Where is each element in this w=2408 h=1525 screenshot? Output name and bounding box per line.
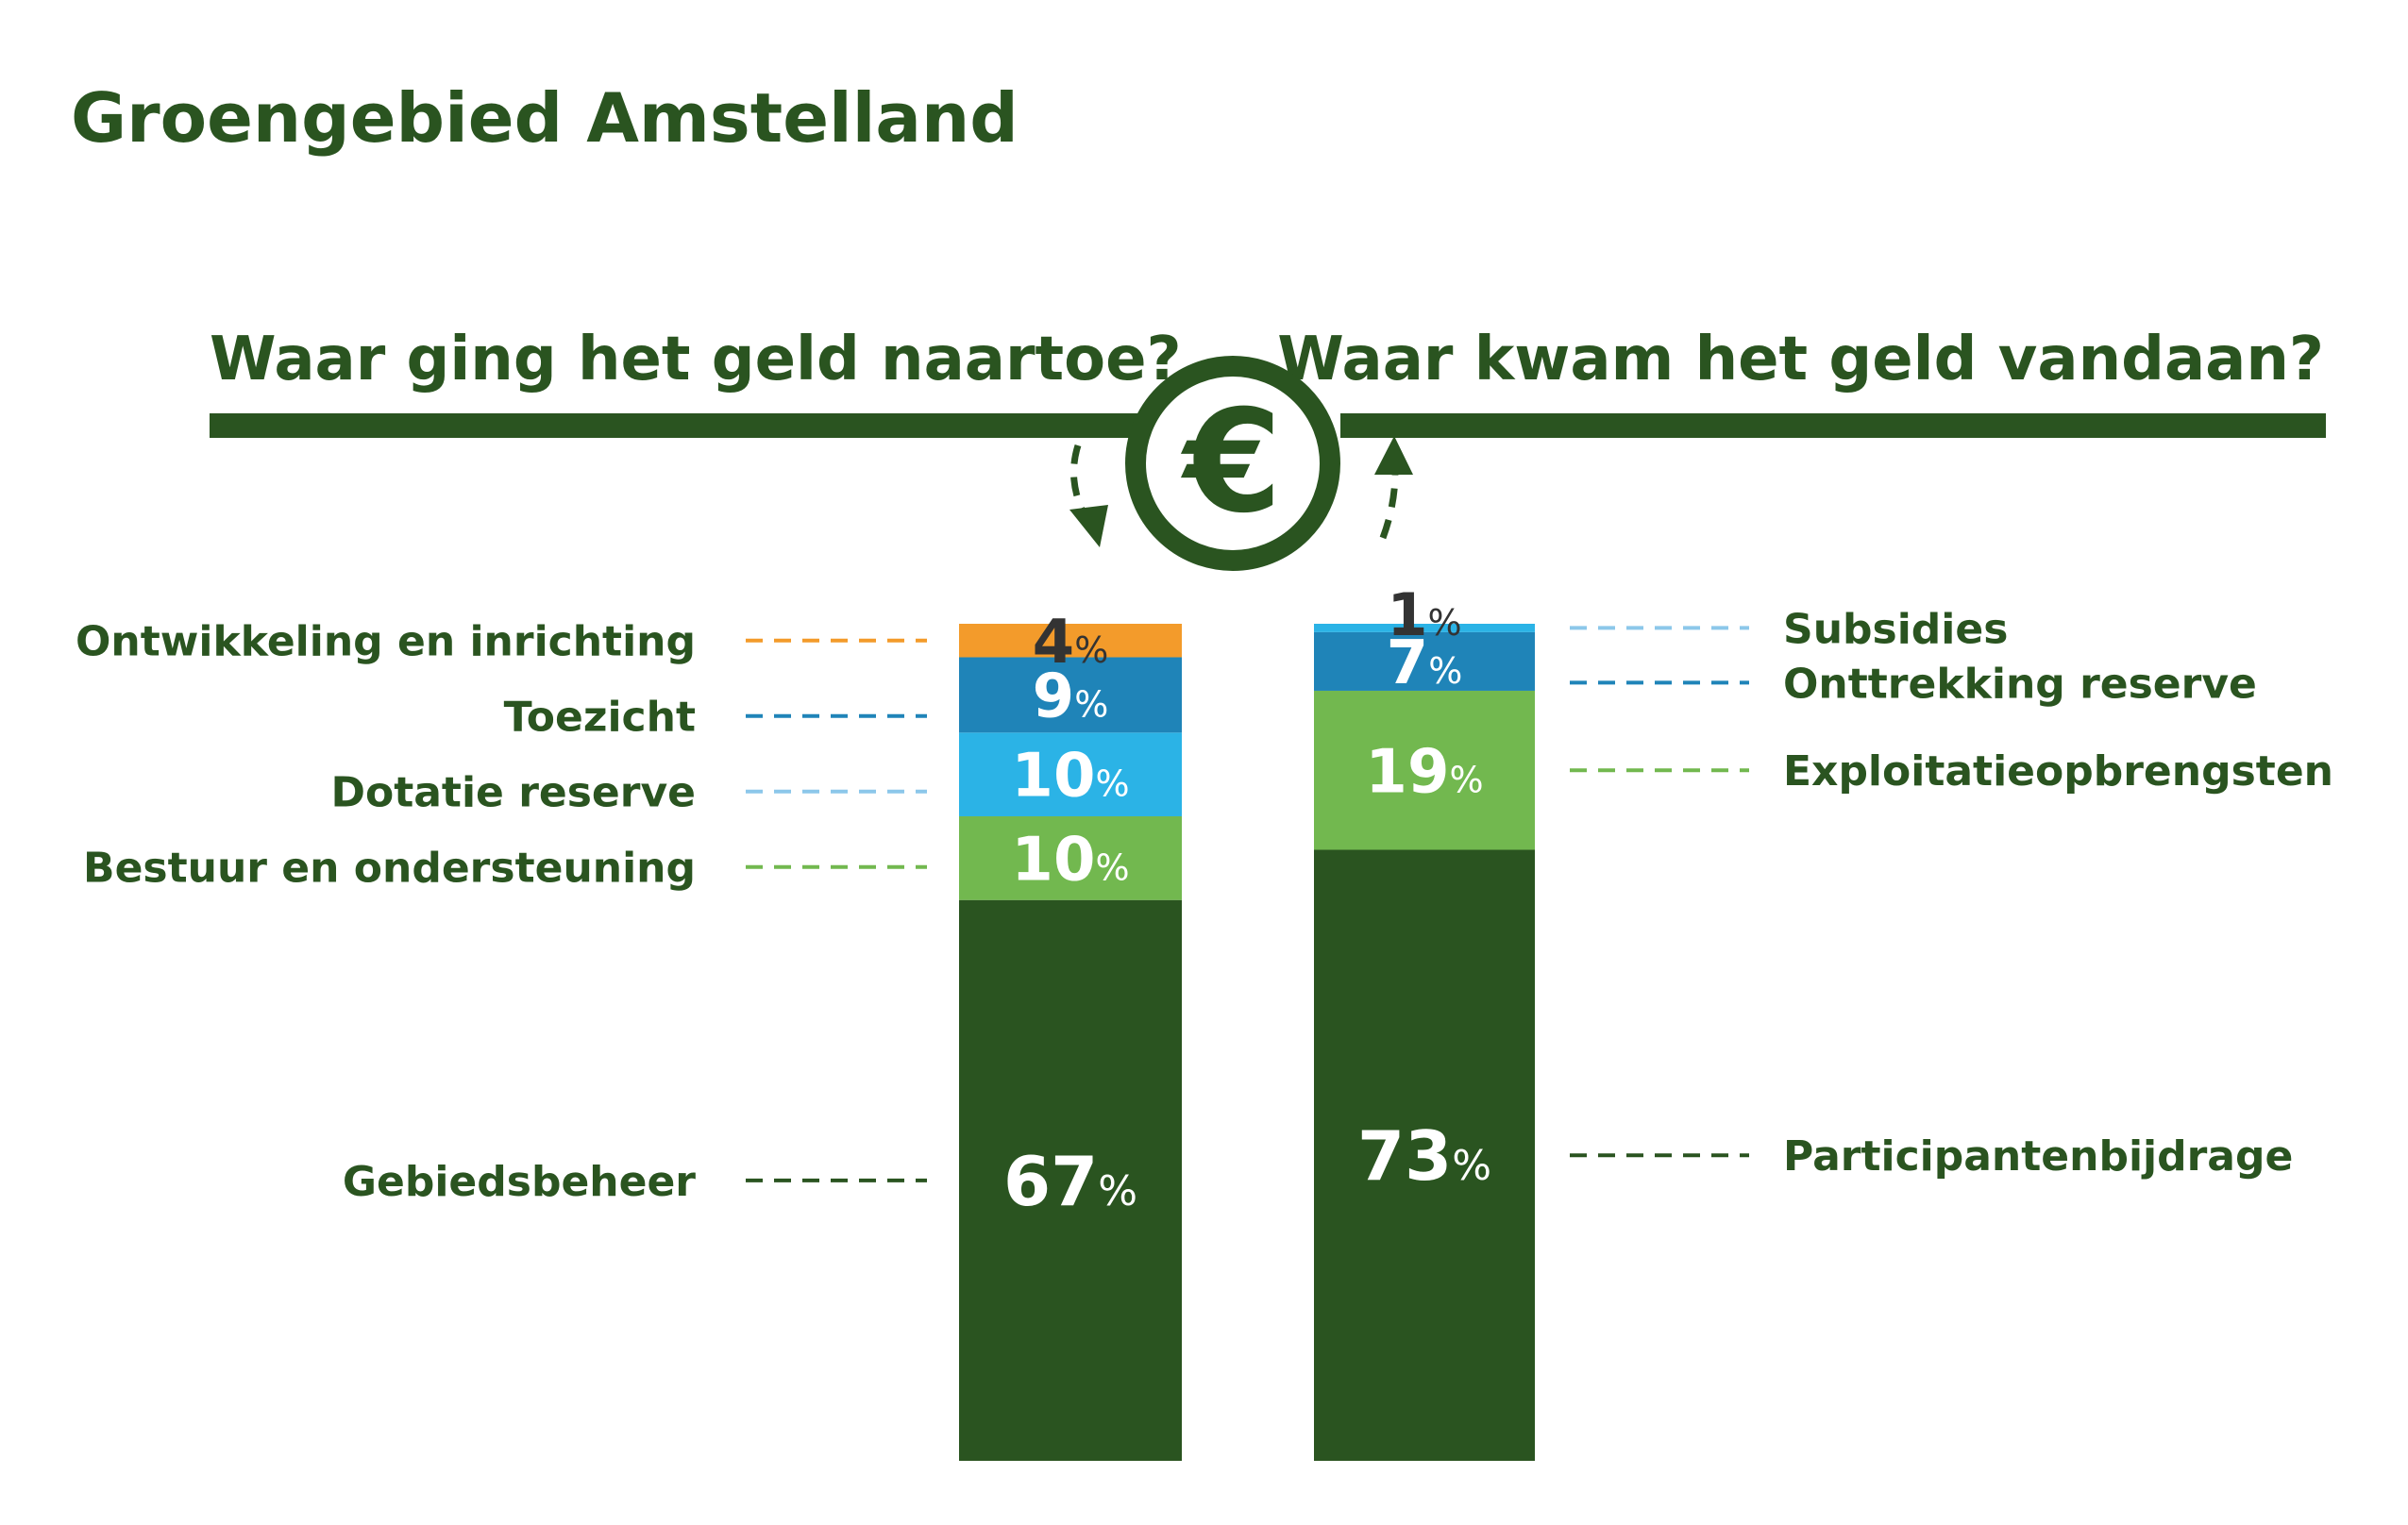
bar-segment-ontwikkeling-en-inrichting — [959, 624, 1182, 658]
divider-line-left — [210, 413, 1174, 438]
bar-segment-gebiedsbeheer — [959, 899, 1182, 1461]
arrow-down-icon — [1069, 444, 1108, 547]
bar-segment-dotatie-reserve — [959, 732, 1182, 817]
heading-right: Waar kwam het geld vandaan? — [1277, 325, 2324, 394]
arrow-up-icon — [1374, 436, 1413, 540]
value-label-toezicht: 9% — [1033, 662, 1109, 731]
bar-segment-subsidies — [1314, 624, 1535, 632]
stacked-bar-income: 73% 19% 7%1% Subsidies Onttrekking reserve Ex… — [1314, 580, 2333, 1461]
value-label-bestuur-en-ondersteuning: 10% — [1011, 825, 1129, 895]
category-label-exploitatieopbrengsten: Exploitatieopbrengsten — [1783, 747, 2333, 796]
category-label-ontwikkeling-en-inrichting: Ontwikkeling en inrichting — [76, 618, 696, 666]
value-label-gebiedsbeheer: 67% — [1003, 1142, 1137, 1221]
category-label-subsidies: Subsidies — [1783, 605, 2008, 653]
category-label-toezicht: Toezicht — [504, 694, 696, 742]
category-label-bestuur-en-ondersteuning: Bestuur en ondersteuning — [83, 845, 696, 893]
stacked-bar-expenditure: 67% 10% 10% 9%4% Ontwikkeling en inrichting T… — [76, 608, 1182, 1461]
value-label-subsidies: 1% — [1387, 580, 1461, 649]
euro-icon: € — [1125, 356, 1340, 571]
euro-glyph: € — [1181, 380, 1282, 545]
bar-segment-bestuur-en-ondersteuning — [959, 816, 1182, 900]
value-label-ontwikkeling-en-inrichting: 4% — [1033, 608, 1109, 678]
heading-left: Waar ging het geld naartoe? — [210, 325, 1182, 394]
category-label-participantenbijdrage: Participantenbijdrage — [1783, 1132, 2293, 1181]
bar-segment-onttrekking-reserve — [1314, 631, 1535, 691]
bar-segment-exploitatieopbrengsten — [1314, 690, 1535, 850]
value-label-exploitatieopbrengsten: 19% — [1365, 737, 1483, 807]
page-title: Groengebied Amstelland — [71, 78, 1019, 158]
category-label-dotatie-reserve: Dotatie reserve — [330, 769, 696, 817]
category-label-onttrekking-reserve: Onttrekking reserve — [1783, 660, 2257, 708]
category-label-gebiedsbeheer: Gebiedsbeheer — [343, 1158, 696, 1206]
divider-line-right — [1340, 413, 2326, 438]
value-label-onttrekking-reserve: 7% — [1387, 628, 1463, 698]
bar-segment-toezicht — [959, 657, 1182, 733]
value-label-participantenbijdrage: 73% — [1357, 1116, 1491, 1196]
bar-segment-participantenbijdrage — [1314, 849, 1535, 1461]
value-label-dotatie-reserve: 10% — [1011, 742, 1129, 812]
